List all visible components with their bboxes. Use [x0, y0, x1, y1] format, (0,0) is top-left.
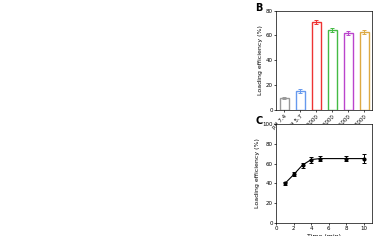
Text: C: C: [255, 116, 262, 126]
X-axis label: Time (min): Time (min): [307, 234, 341, 236]
Y-axis label: Loading efficiency (%): Loading efficiency (%): [258, 25, 263, 95]
Y-axis label: Loading efficiency (%): Loading efficiency (%): [255, 139, 259, 208]
Bar: [360, 32, 368, 110]
Bar: [280, 98, 289, 110]
Bar: [328, 30, 337, 110]
Bar: [344, 33, 353, 110]
Bar: [296, 91, 305, 110]
Bar: [312, 22, 321, 110]
Text: B: B: [255, 3, 263, 13]
